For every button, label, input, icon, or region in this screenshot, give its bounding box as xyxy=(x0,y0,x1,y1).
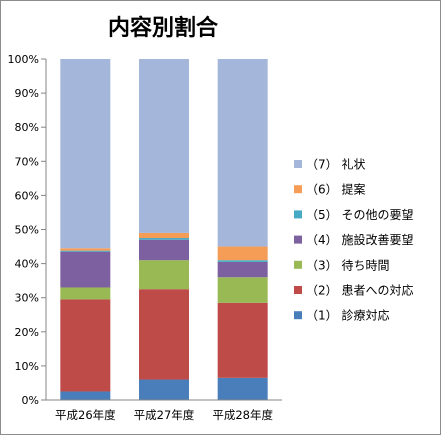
y-tick-label: 100% xyxy=(8,53,39,66)
y-tick-label: 60% xyxy=(15,189,39,202)
y-tick-label: 40% xyxy=(15,258,39,271)
x-category-label: 平成28年度 xyxy=(212,408,273,422)
x-category-label: 平成26年度 xyxy=(55,408,116,422)
bar-segment-1-cat-1 xyxy=(60,391,111,400)
bar-segment-3-cat-3 xyxy=(217,277,268,303)
legend-swatch xyxy=(294,185,302,194)
bar-segment-4-cat-1 xyxy=(60,251,111,288)
y-tick-label: 90% xyxy=(15,87,39,100)
legend-label: （7） 礼状 xyxy=(306,157,365,172)
bar-segment-7-cat-3 xyxy=(217,59,268,247)
legend-swatch xyxy=(294,286,302,294)
legend-label: （1） 診療対応 xyxy=(306,308,389,323)
x-axis: 平成26年度 平成27年度 平成28年度 xyxy=(46,399,282,422)
bar-segment-6-cat-3 xyxy=(217,246,268,261)
y-tick-label: 0% xyxy=(22,394,39,407)
y-axis: 0% 10% 20% 30% 40% 50% 60% 70% 80% 90% 100% xyxy=(8,53,47,407)
legend-label: （3） 待ち時間 xyxy=(306,258,389,272)
bar-segment-5-cat-1 xyxy=(60,250,111,252)
y-tick-label: 10% xyxy=(15,360,39,373)
y-tick-label: 80% xyxy=(15,121,39,134)
bars xyxy=(60,59,268,400)
bar-segment-3-cat-1 xyxy=(60,287,111,300)
legend-label: （6） 提案 xyxy=(306,182,365,197)
bar-segment-7-cat-1 xyxy=(60,59,111,249)
legend: （7） 礼状 （6） 提案 （5） その他の要望 （4） 施設改善要望 （3） 待ち時間… xyxy=(294,157,413,323)
legend-label: （5） その他の要望 xyxy=(306,208,413,222)
bar-segment-1-cat-2 xyxy=(139,379,189,400)
x-category-label: 平成27年度 xyxy=(134,408,195,422)
bar-segment-5-cat-3 xyxy=(217,260,268,262)
legend-swatch xyxy=(294,311,302,320)
y-tick-label: 50% xyxy=(15,224,39,237)
y-tick-label: 30% xyxy=(15,292,39,305)
legend-swatch xyxy=(294,235,302,244)
legend-label: （4） 施設改善要望 xyxy=(306,232,413,247)
bar-segment-2-cat-1 xyxy=(60,299,111,392)
legend-label: （2） 患者への対応 xyxy=(306,284,413,298)
bar-segment-6-cat-1 xyxy=(60,248,111,251)
bar-segment-2-cat-3 xyxy=(217,302,268,378)
bar-segment-7-cat-2 xyxy=(139,59,189,233)
bar-segment-4-cat-3 xyxy=(217,261,268,278)
legend-swatch xyxy=(294,210,302,219)
bar-segment-6-cat-2 xyxy=(139,232,189,239)
bar-segment-2-cat-2 xyxy=(139,289,189,380)
chart-title: 内容別割合 xyxy=(108,15,219,41)
bar-segment-3-cat-2 xyxy=(139,260,189,290)
bar-segment-4-cat-2 xyxy=(139,239,189,261)
y-tick-label: 20% xyxy=(15,326,39,339)
legend-swatch xyxy=(294,260,302,269)
y-tick-label: 70% xyxy=(15,155,39,168)
bar-segment-1-cat-3 xyxy=(217,377,268,400)
bar-segment-5-cat-2 xyxy=(139,238,189,240)
legend-swatch xyxy=(294,160,302,168)
